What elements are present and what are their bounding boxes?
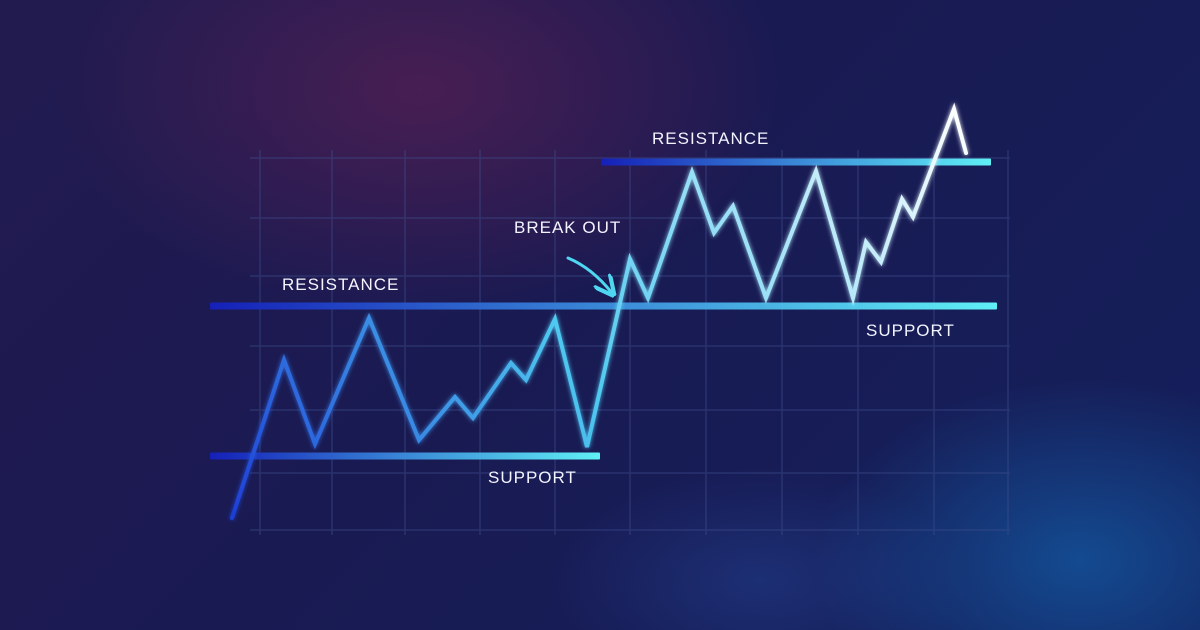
- level-line-1: [210, 452, 600, 460]
- chart-grid: [250, 150, 1010, 535]
- level-labels: RESISTANCE SUPPORT RESISTANCE SUPPORT: [282, 129, 955, 487]
- level-label-support: SUPPORT: [488, 468, 577, 487]
- level-label-resistance: RESISTANCE: [652, 129, 769, 148]
- price-levels: [210, 158, 997, 460]
- level-line-2: [601, 158, 991, 166]
- level-label-support: SUPPORT: [866, 321, 955, 340]
- break-out-arrow: [566, 256, 612, 293]
- level-line-0: [210, 302, 997, 310]
- annotation-break-out: BREAK OUT: [514, 218, 621, 237]
- price-series: [230, 102, 968, 520]
- price-line: [230, 102, 968, 520]
- level-label-resistance: RESISTANCE: [282, 275, 399, 294]
